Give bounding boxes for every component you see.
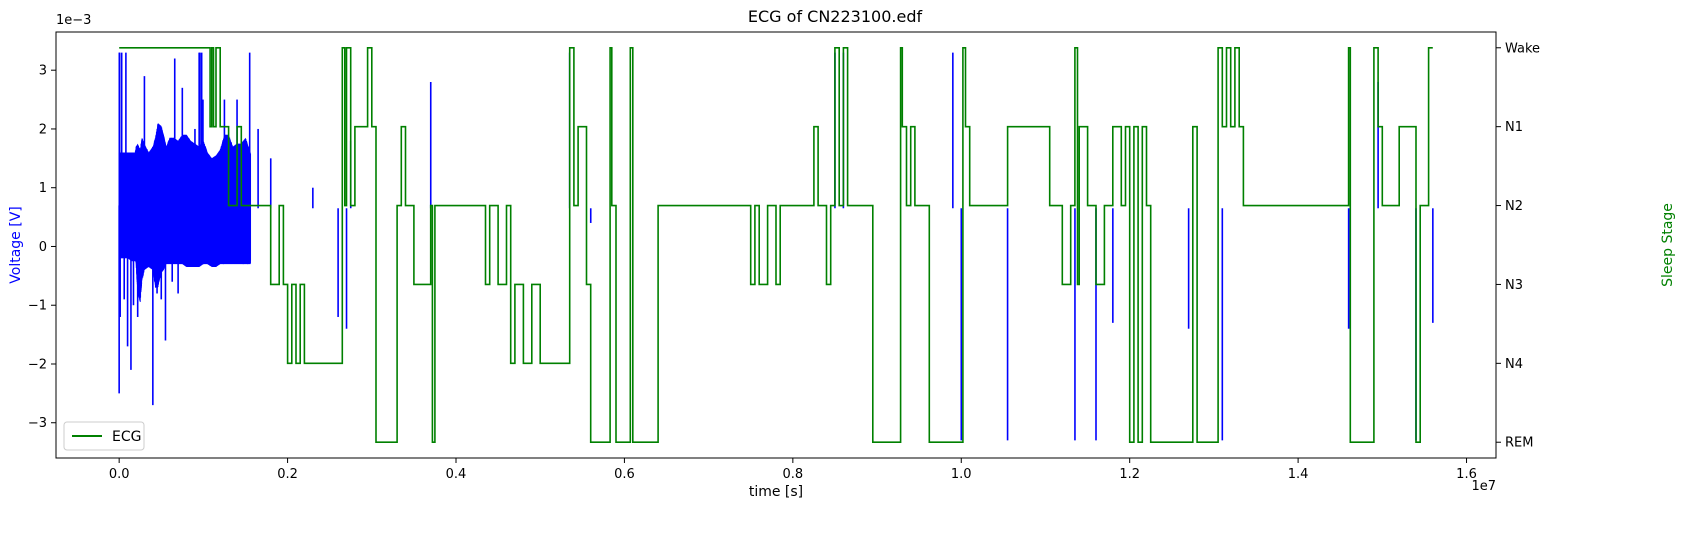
x-tick-label: 0.4 — [446, 467, 467, 482]
y-tick-label-left: 2 — [39, 122, 47, 137]
x-tick-label: 1.4 — [1288, 467, 1309, 482]
y-tick-label-left: 0 — [39, 240, 47, 255]
y-tick-label-right: N3 — [1505, 278, 1523, 293]
y-axis-scale-label: 1e−3 — [56, 13, 91, 28]
x-tick-label: 0.8 — [782, 467, 803, 482]
y-tick-label-right: Wake — [1505, 41, 1540, 56]
sleep-stage-line — [119, 47, 1433, 443]
plot-frame — [55, 31, 1497, 459]
y-tick-label-left: −2 — [28, 357, 47, 372]
y-tick-label-left: −3 — [28, 416, 47, 431]
y-axis-label-right: Sleep Stage — [1660, 203, 1676, 287]
ecg-envelope — [119, 123, 251, 303]
legend: ECG — [63, 421, 145, 451]
y-tick-label-right: N4 — [1505, 357, 1523, 372]
legend-box — [63, 421, 145, 451]
chart-title: ECG of CN223100.edf — [748, 7, 923, 26]
x-axis-scale-label: 1e7 — [1471, 479, 1496, 494]
x-tick-label: 0.0 — [109, 467, 130, 482]
y-tick-label-right: N2 — [1505, 199, 1523, 214]
x-tick-label: 0.6 — [614, 467, 635, 482]
x-axis-label: time [s] — [749, 484, 803, 500]
y-tick-label-right: REM — [1505, 436, 1533, 451]
plot-area — [118, 47, 1434, 443]
x-tick-label: 1.0 — [951, 467, 972, 482]
x-tick-label: 1.2 — [1119, 467, 1140, 482]
y-tick-label-left: −1 — [28, 299, 47, 314]
y-tick-label-right: N1 — [1505, 120, 1523, 135]
x-tick-label: 0.2 — [277, 467, 298, 482]
y-tick-label-left: 3 — [39, 64, 47, 79]
x-tick-label: 1.6 — [1456, 467, 1477, 482]
y-tick-label-left: 1 — [39, 181, 47, 196]
legend-entry-ecg: ECG — [112, 429, 141, 445]
axes: 0.0 0.2 0.4 0.6 0.8 1.0 1.2 1.4 1.6 −3 −2 −1 0 1 2 3 REM… — [28, 41, 1540, 482]
y-axis-label-left: Voltage [V] — [8, 206, 24, 283]
